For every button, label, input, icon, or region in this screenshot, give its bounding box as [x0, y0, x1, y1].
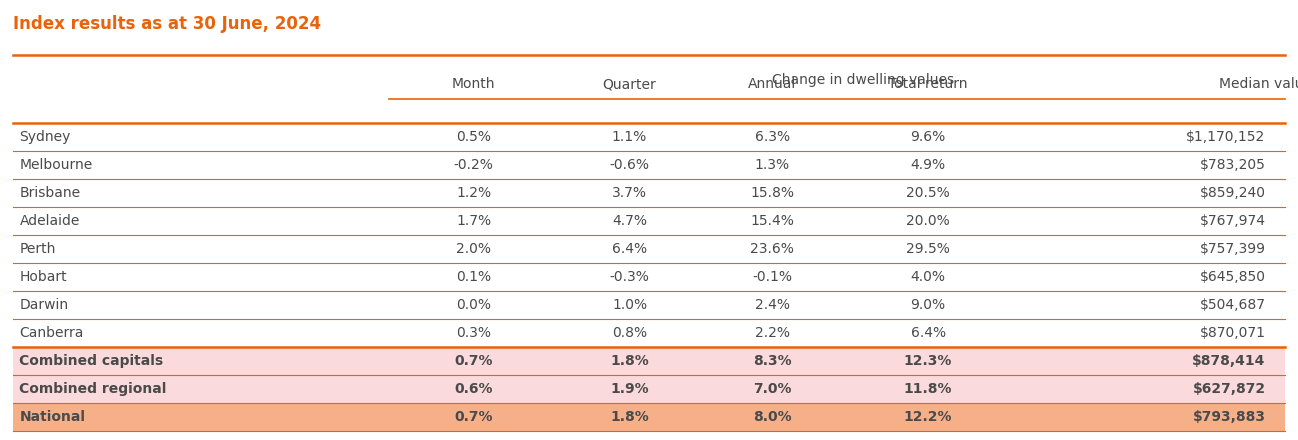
Text: 0.6%: 0.6% — [454, 382, 493, 396]
Text: 2.0%: 2.0% — [457, 242, 491, 256]
Text: Adelaide: Adelaide — [19, 214, 80, 228]
Text: 15.4%: 15.4% — [750, 214, 794, 228]
Text: 0.7%: 0.7% — [454, 354, 493, 368]
Text: 6.4%: 6.4% — [910, 326, 946, 340]
Bar — [13, 403, 1285, 431]
Text: 20.0%: 20.0% — [906, 214, 950, 228]
Text: -0.2%: -0.2% — [454, 158, 493, 172]
Text: 4.9%: 4.9% — [910, 158, 946, 172]
Text: Darwin: Darwin — [19, 298, 69, 312]
Text: $870,071: $870,071 — [1199, 326, 1266, 340]
Text: Median value: Median value — [1219, 77, 1298, 91]
Text: 1.7%: 1.7% — [456, 214, 492, 228]
Text: 29.5%: 29.5% — [906, 242, 950, 256]
Text: -0.1%: -0.1% — [753, 270, 792, 284]
Text: 0.3%: 0.3% — [457, 326, 491, 340]
Text: 1.9%: 1.9% — [610, 382, 649, 396]
Text: 12.3%: 12.3% — [903, 354, 953, 368]
Text: Sydney: Sydney — [19, 130, 71, 144]
Bar — [13, 347, 1285, 375]
Text: 0.8%: 0.8% — [611, 326, 648, 340]
Text: 0.7%: 0.7% — [454, 410, 493, 424]
Text: -0.3%: -0.3% — [610, 270, 649, 284]
Text: 1.8%: 1.8% — [610, 410, 649, 424]
Text: Perth: Perth — [19, 242, 56, 256]
Text: $783,205: $783,205 — [1199, 158, 1266, 172]
Text: $627,872: $627,872 — [1193, 382, 1266, 396]
Text: Month: Month — [452, 77, 496, 91]
Text: Change in dwelling values: Change in dwelling values — [772, 73, 954, 87]
Text: Index results as at 30 June, 2024: Index results as at 30 June, 2024 — [13, 15, 321, 33]
Text: 23.6%: 23.6% — [750, 242, 794, 256]
Text: 8.0%: 8.0% — [753, 410, 792, 424]
Text: 1.3%: 1.3% — [754, 158, 790, 172]
Text: -0.6%: -0.6% — [610, 158, 649, 172]
Text: $504,687: $504,687 — [1199, 298, 1266, 312]
Text: National: National — [19, 410, 86, 424]
Text: 0.5%: 0.5% — [457, 130, 491, 144]
Text: Canberra: Canberra — [19, 326, 84, 340]
Text: $859,240: $859,240 — [1199, 186, 1266, 200]
Text: $757,399: $757,399 — [1199, 242, 1266, 256]
Text: Annual: Annual — [748, 77, 797, 91]
Text: 12.2%: 12.2% — [903, 410, 953, 424]
Text: 11.8%: 11.8% — [903, 382, 953, 396]
Text: Total return: Total return — [888, 77, 968, 91]
Text: 1.2%: 1.2% — [456, 186, 492, 200]
Text: Quarter: Quarter — [602, 77, 657, 91]
Text: Melbourne: Melbourne — [19, 158, 92, 172]
Text: 1.8%: 1.8% — [610, 354, 649, 368]
Text: 3.7%: 3.7% — [613, 186, 646, 200]
Text: $767,974: $767,974 — [1199, 214, 1266, 228]
Text: 0.1%: 0.1% — [456, 270, 492, 284]
Text: 2.2%: 2.2% — [755, 326, 789, 340]
Text: $878,414: $878,414 — [1192, 354, 1266, 368]
Text: 15.8%: 15.8% — [750, 186, 794, 200]
Text: 8.3%: 8.3% — [753, 354, 792, 368]
Text: Brisbane: Brisbane — [19, 186, 80, 200]
Text: 2.4%: 2.4% — [755, 298, 789, 312]
Text: 1.0%: 1.0% — [611, 298, 648, 312]
Text: 9.6%: 9.6% — [910, 130, 946, 144]
Text: 6.4%: 6.4% — [611, 242, 648, 256]
Text: $793,883: $793,883 — [1193, 410, 1266, 424]
Text: Combined capitals: Combined capitals — [19, 354, 164, 368]
Text: $645,850: $645,850 — [1199, 270, 1266, 284]
Text: Combined regional: Combined regional — [19, 382, 167, 396]
Text: Hobart: Hobart — [19, 270, 67, 284]
Text: 7.0%: 7.0% — [753, 382, 792, 396]
Text: 0.0%: 0.0% — [457, 298, 491, 312]
Text: 4.7%: 4.7% — [613, 214, 646, 228]
Text: 9.0%: 9.0% — [910, 298, 946, 312]
Text: 1.1%: 1.1% — [611, 130, 648, 144]
Bar — [13, 375, 1285, 403]
Text: $1,170,152: $1,170,152 — [1186, 130, 1266, 144]
Text: 20.5%: 20.5% — [906, 186, 950, 200]
Text: 4.0%: 4.0% — [911, 270, 945, 284]
Text: 6.3%: 6.3% — [754, 130, 790, 144]
